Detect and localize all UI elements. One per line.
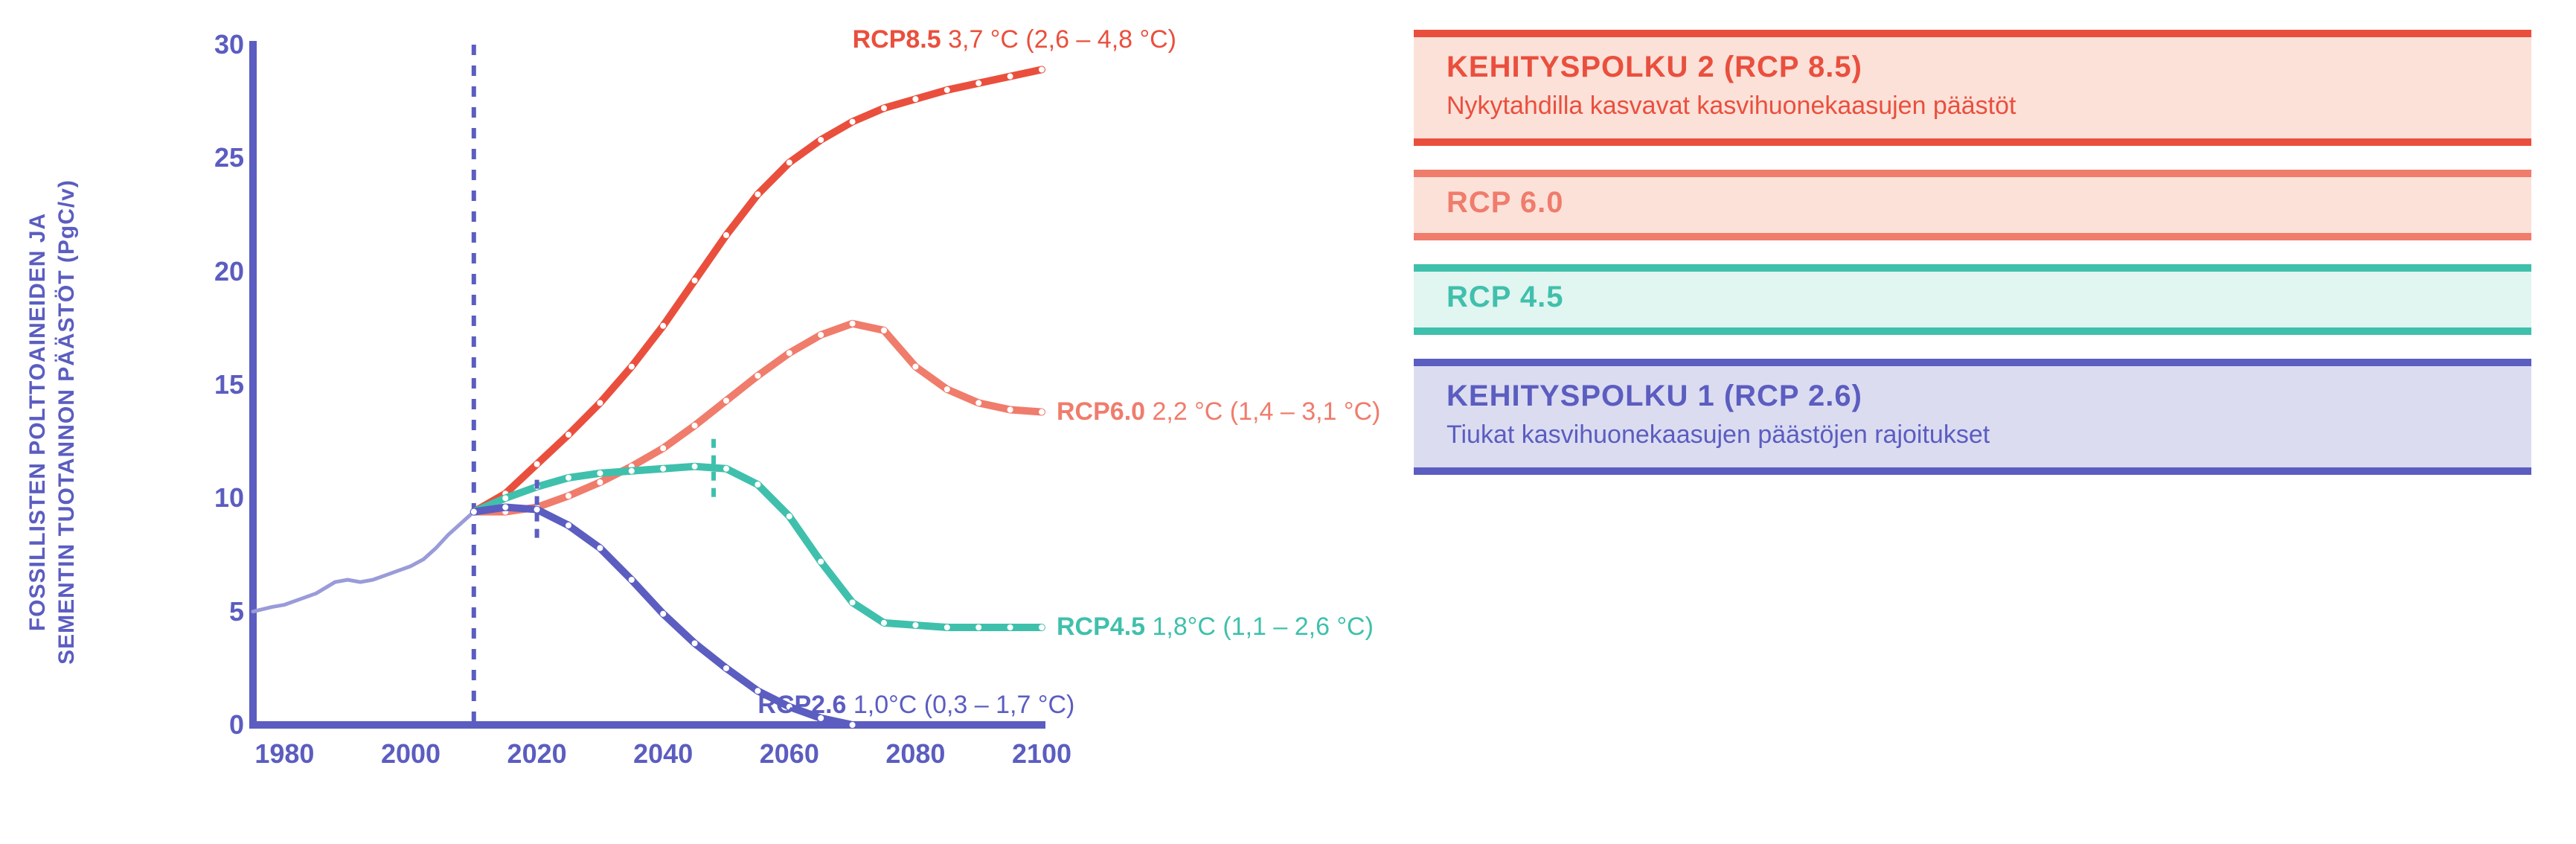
legend-subtitle: Nykytahdilla kasvavat kasvihuonekaasujen… (1446, 92, 2499, 121)
emissions-chart: FOSSILLISTEN POLTTOAINEIDEN JA SEMENTIN … (45, 30, 1369, 814)
legend-box-rcp26box: KEHITYSPOLKU 1 (RCP 2.6) Tiukat kasvihuon… (1414, 359, 2531, 475)
legend-title: KEHITYSPOLKU 2 (RCP 8.5) (1446, 51, 2499, 84)
legend-box-rcp45box: RCP 4.5 (1414, 264, 2531, 335)
series-label-name: RCP6.0 (1057, 397, 1153, 426)
series-label-rcp26: RCP2.6 1,0°C (0,3 – 1,7 °C) (757, 691, 1074, 720)
legend-title: RCP 6.0 (1446, 186, 2499, 220)
series-label-value: 1,8°C (1,1 – 2,6 °C) (1153, 613, 1374, 641)
series-label-name: RCP8.5 (853, 25, 949, 54)
y-tick: 30 (214, 29, 244, 60)
series-label-name: RCP4.5 (1057, 613, 1153, 641)
legend-bar-top (1414, 359, 2531, 366)
legend-bar-bottom (1414, 467, 2531, 475)
chart-svg (253, 45, 1042, 725)
plot-area: 0510152025301980200020202040206020802100… (253, 45, 1042, 725)
series-label-rcp60: RCP6.0 2,2 °C (1,4 – 3,1 °C) (1057, 397, 1380, 426)
x-tick: 2100 (1012, 738, 1071, 770)
legend-bar-bottom (1414, 327, 2531, 335)
y-tick: 25 (214, 142, 244, 173)
legend-box-rcp85box: KEHITYSPOLKU 2 (RCP 8.5) Nykytahdilla kas… (1414, 30, 2531, 146)
y-tick: 0 (229, 709, 244, 741)
legend-bar-top (1414, 264, 2531, 272)
x-tick: 2000 (381, 738, 440, 770)
y-tick: 20 (214, 256, 244, 287)
legend-title: RCP 4.5 (1446, 281, 2499, 314)
x-tick: 2040 (633, 738, 693, 770)
series-label-name: RCP2.6 (757, 691, 853, 719)
series-label-rcp85: RCP8.5 3,7 °C (2,6 – 4,8 °C) (853, 25, 1176, 54)
legend-box-rcp60box: RCP 6.0 (1414, 170, 2531, 240)
legend-subtitle: Tiukat kasvihuonekaasujen päästöjen rajo… (1446, 421, 2499, 450)
series-label-rcp45: RCP4.5 1,8°C (1,1 – 2,6 °C) (1057, 613, 1374, 642)
y-tick: 15 (214, 369, 244, 400)
legend-bar-top (1414, 170, 2531, 177)
legend-bar-bottom (1414, 233, 2531, 240)
legend-bar-bottom (1414, 138, 2531, 146)
series-label-value: 3,7 °C (2,6 – 4,8 °C) (948, 25, 1176, 54)
series-label-value: 1,0°C (0,3 – 1,7 °C) (853, 691, 1074, 719)
x-tick: 2060 (760, 738, 819, 770)
x-tick: 1980 (254, 738, 314, 770)
series-label-value: 2,2 °C (1,4 – 3,1 °C) (1153, 397, 1381, 426)
x-tick: 2020 (507, 738, 567, 770)
y-tick: 10 (214, 482, 244, 514)
y-tick: 5 (229, 596, 244, 627)
legend-bar-top (1414, 30, 2531, 37)
legend-title: KEHITYSPOLKU 1 (RCP 2.6) (1446, 380, 2499, 413)
y-axis-label: FOSSILLISTEN POLTTOAINEIDEN JA SEMENTIN … (23, 87, 81, 757)
legend-panel: KEHITYSPOLKU 2 (RCP 8.5) Nykytahdilla kas… (1369, 30, 2531, 814)
x-tick: 2080 (885, 738, 945, 770)
